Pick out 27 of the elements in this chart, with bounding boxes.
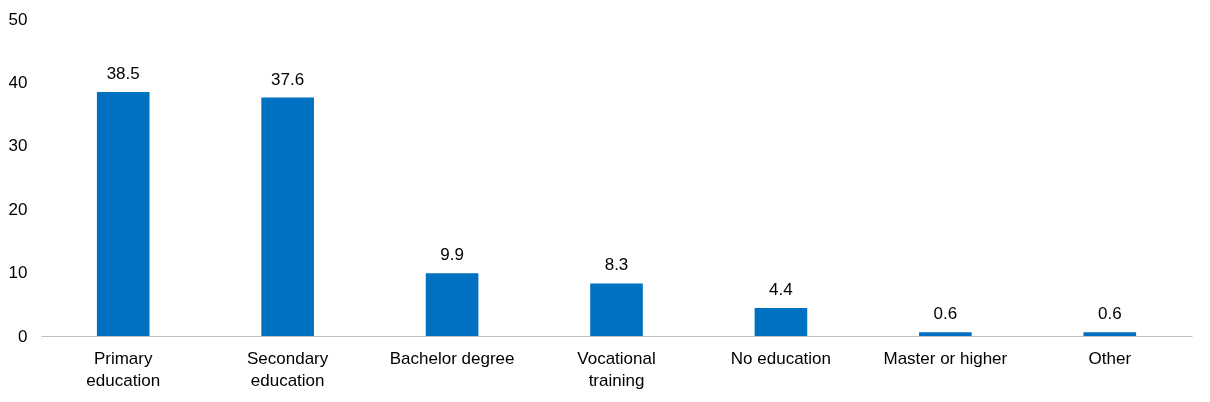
bar [1083,332,1137,336]
y-tick-label: 0 [18,326,28,346]
data-label: 0.6 [1097,304,1122,324]
bar [590,283,643,336]
y-tick-label: 40 [8,72,28,92]
x-tick-label: No education [730,348,832,368]
bar [96,91,150,336]
data-label: 8.3 [604,255,629,275]
y-tick-label: 30 [8,136,28,156]
bar [754,308,808,336]
y-tick-label: 20 [8,199,28,219]
data-label: 37.6 [271,69,305,89]
data-label: 4.4 [769,280,793,300]
data-label: 38.5 [106,63,140,83]
y-tick-label: 10 [8,263,28,283]
bar [425,273,479,336]
data-label: 0.6 [933,304,958,324]
x-tick-label: Primary education [86,348,161,390]
x-tick-label: Bachelor degree [389,348,515,368]
bar [261,97,314,336]
x-tick-label: Master or higher [883,348,1008,368]
bar [919,332,972,336]
x-tick-label: Secondary education [247,348,329,390]
y-tick-label: 50 [8,9,28,29]
x-tick-label: Other [1088,348,1132,368]
data-label: 9.9 [440,245,464,265]
x-tick-label: Vocational training [577,348,656,390]
